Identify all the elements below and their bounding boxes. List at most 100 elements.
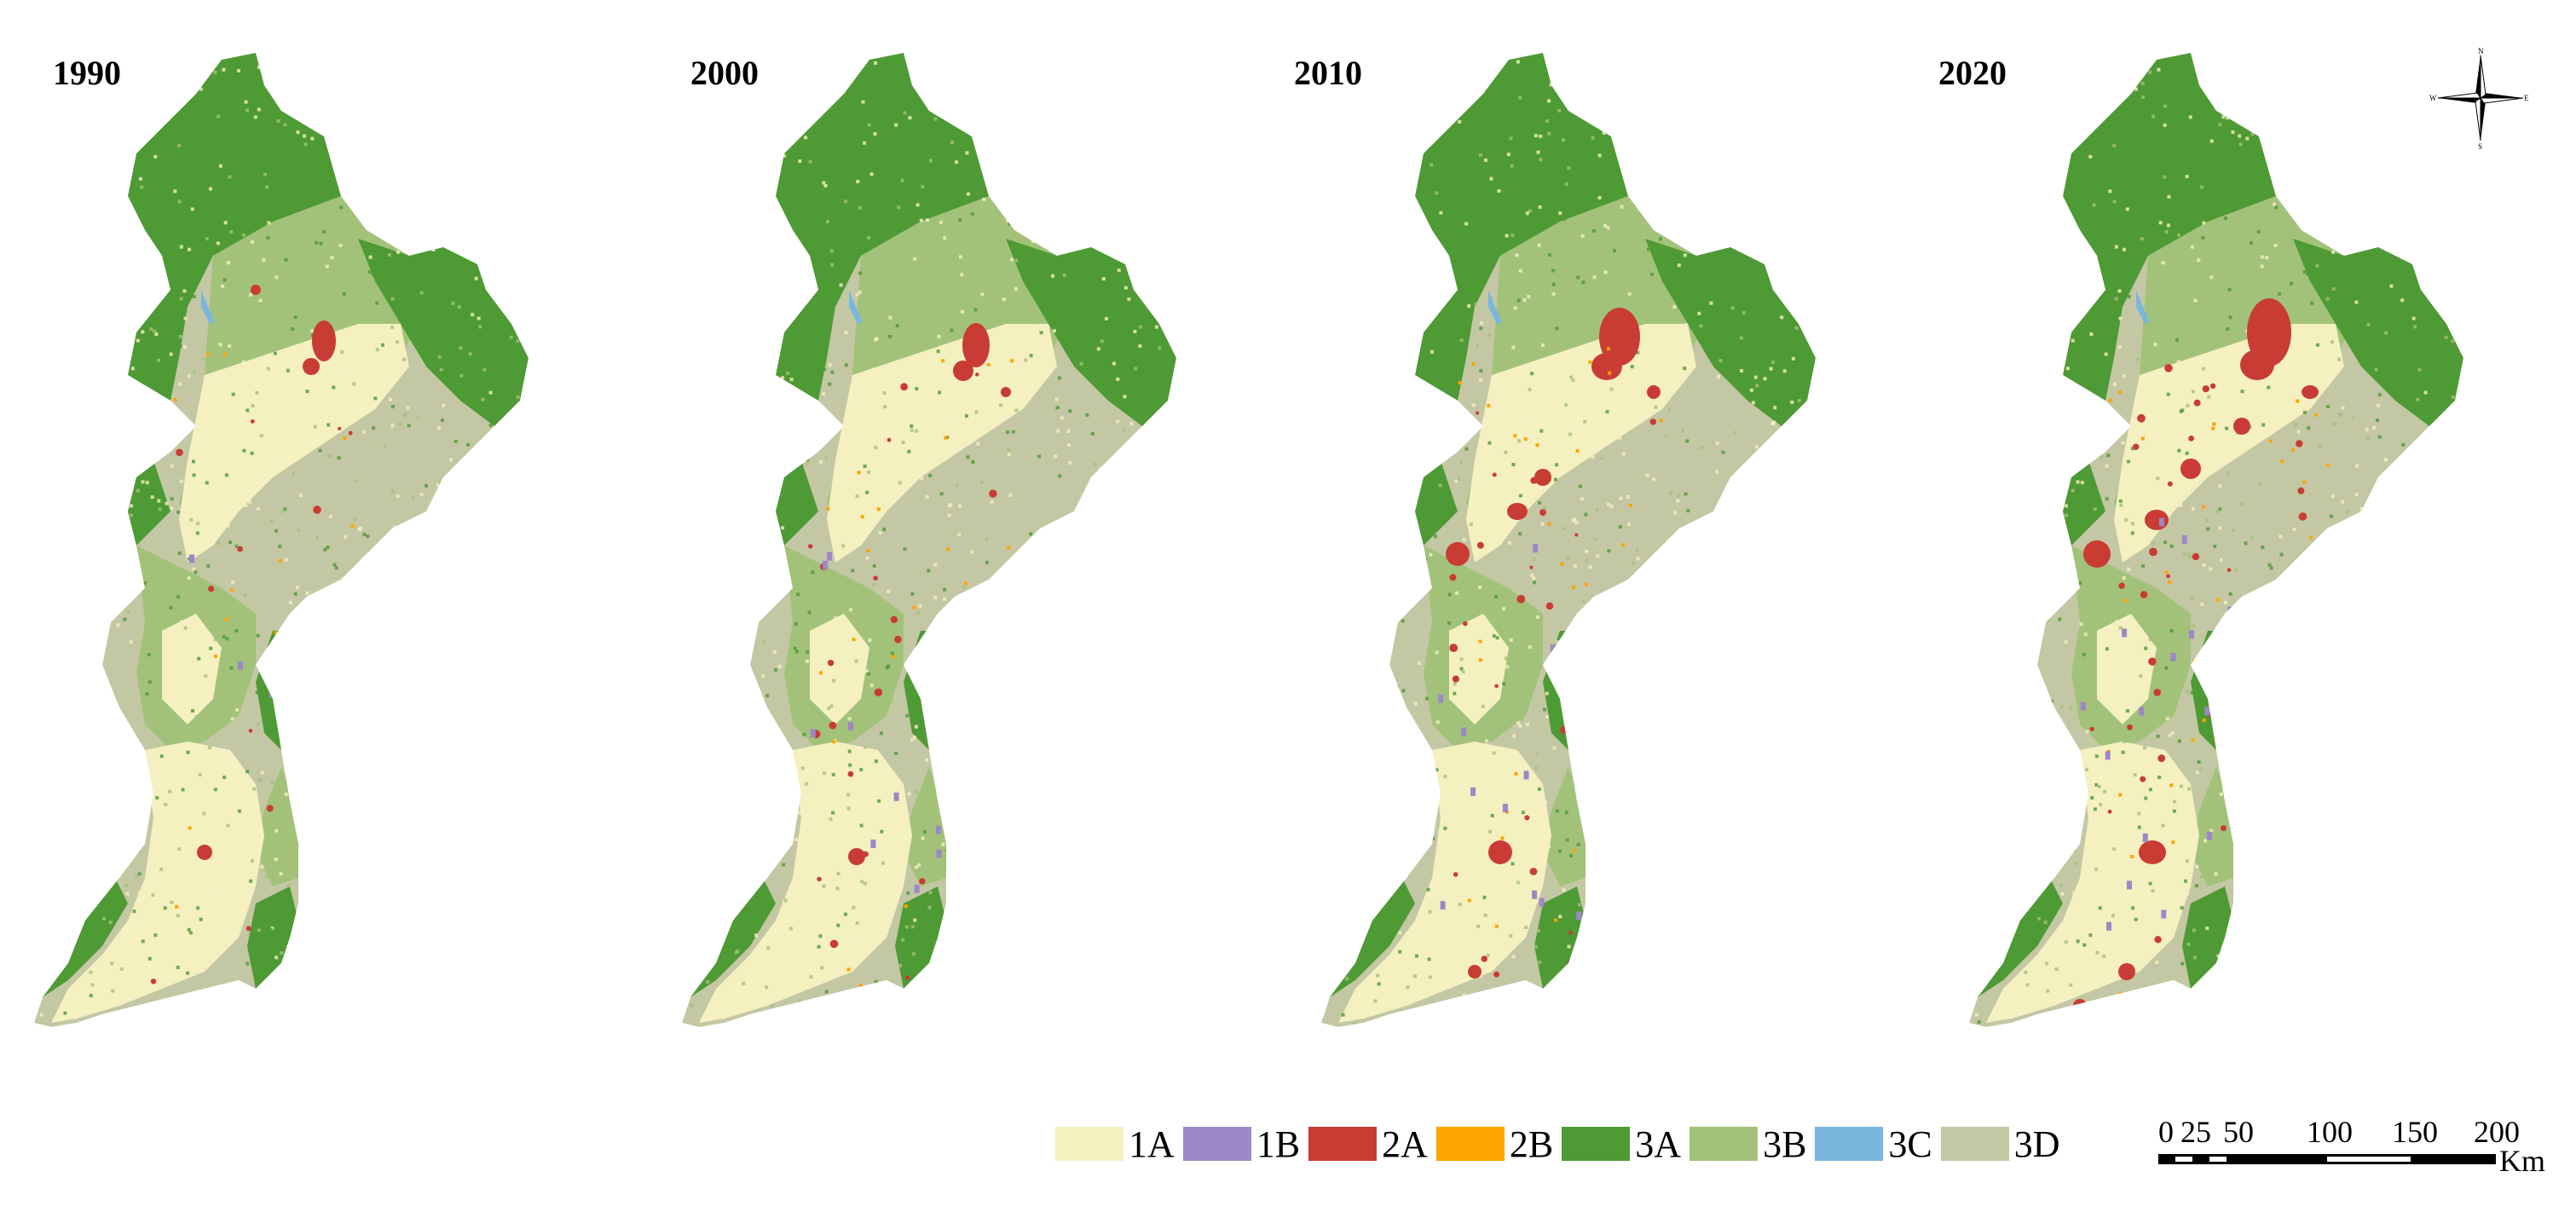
rural-settlement-patch [866, 548, 870, 552]
paddy-patch [2207, 831, 2212, 840]
map-panel: 2000 [648, 0, 1296, 1074]
urban-patch [2291, 992, 2300, 1001]
urban-patch [847, 770, 854, 777]
land-use-map [1321, 53, 1816, 1027]
urban-patch [2118, 582, 2125, 589]
paddy-patch [1438, 694, 1444, 703]
paddy-patch [1532, 890, 1538, 899]
forest-area [1645, 239, 1816, 426]
rural-settlement-patch [2309, 535, 2313, 540]
rural-settlement-patch [2169, 783, 2174, 788]
legend-swatch [1435, 1127, 1505, 1161]
grassland-area [256, 767, 298, 886]
legend: 1A 1B 2A 2B 3A 3B 3C 3D [1055, 1123, 2069, 1166]
urban-patch [237, 545, 243, 552]
paddy-patch [1539, 897, 1545, 907]
paddy-patch [2142, 833, 2148, 842]
urban-patch [1545, 602, 1554, 610]
urban-patch [873, 575, 878, 581]
urban-area [2139, 840, 2166, 864]
paddy-patch [893, 792, 899, 801]
urban-patch [2292, 880, 2298, 886]
urban-patch [989, 489, 997, 498]
legend-swatch [1308, 1127, 1378, 1161]
north-arrow-icon: N S E W [2429, 47, 2529, 149]
urban-patch [2296, 440, 2303, 447]
urban-area [1591, 353, 1622, 380]
rural-settlement-patch [2216, 597, 2221, 602]
land-use-map [682, 53, 1176, 1027]
scale-bar-segment [2175, 1157, 2192, 1162]
urban-patch [2227, 568, 2232, 573]
rural-settlement-patch [2211, 426, 2215, 430]
rural-settlement-patch [1630, 856, 1634, 860]
rural-settlement-patch [188, 826, 192, 830]
urban-patch [1453, 872, 1458, 877]
rural-settlement-patch [892, 655, 896, 659]
paddy-patch [2233, 807, 2239, 817]
rural-settlement-patch [1560, 562, 1564, 566]
rural-settlement-patch [1628, 504, 1632, 508]
scale-tick-label: 150 [2392, 1115, 2438, 1149]
urban-area [2083, 540, 2111, 568]
rural-settlement-patch [2290, 840, 2295, 845]
paddy-patch [238, 661, 243, 670]
urban-patch [1463, 620, 1468, 626]
urban-patch [1625, 717, 1632, 724]
forest-area [2293, 239, 2463, 426]
legend-item: 2A [1308, 1123, 1433, 1166]
legend-item: 1B [1182, 1123, 1305, 1166]
panel-year-title: 2020 [1938, 54, 2007, 92]
urban-patch [2188, 436, 2194, 442]
rural-settlement-patch [944, 436, 948, 440]
urban-patch [2232, 769, 2237, 774]
paddy-patch [2204, 707, 2210, 716]
urban-patch [2302, 890, 2310, 897]
rural-settlement-patch [963, 581, 967, 586]
panel-year-title: 2000 [690, 54, 759, 92]
cropland-area [1986, 742, 2199, 1023]
urban-patch [1529, 868, 1538, 875]
paddy-patch [1550, 644, 1556, 654]
rural-settlement-patch [2280, 459, 2284, 464]
rural-settlement-patch [927, 733, 931, 737]
urban-patch [2153, 689, 2161, 696]
rural-settlement-patch [361, 604, 365, 609]
legend-label: 2B [1509, 1123, 1554, 1165]
urban-patch [827, 660, 835, 667]
urban-area [1599, 308, 1640, 366]
rural-settlement-patch [954, 851, 958, 856]
urban-patch [1452, 675, 1459, 683]
map-panel: 2010 [1287, 0, 1935, 1074]
urban-patch [2228, 638, 2235, 644]
paddy-patch [2170, 653, 2176, 661]
paddy-patch [1440, 901, 1446, 910]
paddy-patch [1593, 675, 1599, 684]
urban-patch [1658, 723, 1666, 730]
urban-patch [2209, 383, 2216, 390]
forest-area [1006, 239, 1176, 426]
rural-settlement-patch [2310, 948, 2314, 952]
paddy-patch [2105, 751, 2111, 760]
urban-patch [808, 544, 813, 549]
urban-patch [2140, 591, 2148, 598]
rural-settlement-patch [2307, 888, 2311, 892]
paddy-patch [2161, 909, 2167, 919]
rural-settlement-patch [391, 689, 395, 693]
rural-settlement-patch [2118, 992, 2123, 996]
rural-settlement-patch [858, 984, 863, 988]
compass-n: N [2478, 47, 2484, 55]
forest-area [895, 886, 946, 989]
paddy-patch [847, 722, 853, 731]
urban-patch [1493, 971, 1500, 978]
rural-settlement-patch [1471, 362, 1476, 366]
rural-settlement-patch [832, 740, 836, 744]
rural-settlement-patch [1597, 874, 1602, 878]
rural-settlement-patch [1670, 638, 1674, 643]
rural-settlement-patch [2316, 981, 2320, 985]
rural-settlement-patch [318, 728, 322, 732]
rural-settlement-patch [852, 638, 856, 642]
forest-area [776, 53, 989, 401]
urban-patch [348, 430, 353, 436]
legend-swatch [1055, 1127, 1123, 1161]
